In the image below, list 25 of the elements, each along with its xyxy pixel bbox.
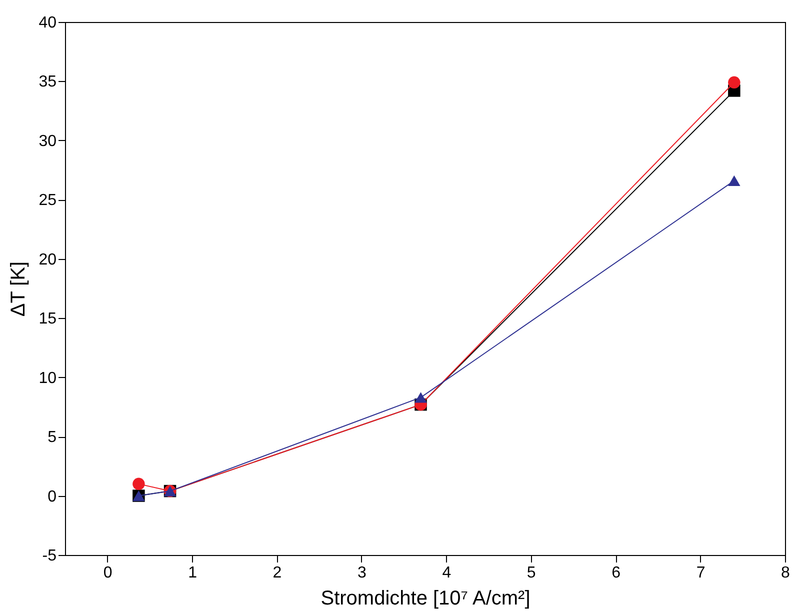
y-axis-title: ΔT [K] — [8, 261, 30, 317]
y-tick-label: -5 — [42, 548, 57, 564]
x-tick-label: 1 — [188, 564, 198, 582]
point — [132, 478, 145, 490]
x-tick-label: 2 — [272, 564, 282, 582]
y-tick-label: 5 — [48, 429, 57, 446]
y-tick-label: 25 — [38, 192, 57, 210]
point — [728, 76, 740, 89]
x-tick-label: 0 — [103, 564, 112, 582]
y-tick-label: 20 — [38, 251, 57, 268]
x-tick-label: 8 — [781, 564, 790, 582]
y-tick-label: 10 — [38, 370, 57, 387]
y-tick-label: 30 — [38, 132, 57, 150]
x-tick-label: 7 — [696, 564, 706, 582]
point — [728, 175, 740, 186]
y-tick-label: 15 — [38, 310, 57, 328]
x-tick-label: 3 — [358, 564, 367, 582]
y-tick-label: 0 — [48, 488, 57, 506]
x-tick-label: 5 — [526, 564, 536, 582]
x-tick-label: 6 — [612, 564, 621, 582]
point — [414, 392, 427, 403]
x-tick-label: 4 — [442, 564, 452, 582]
y-tick-label: 35 — [38, 74, 57, 91]
y-tick-label: 40 — [38, 14, 57, 32]
x-axis-title: Stromdichte [10⁷ A/cm²] — [320, 588, 530, 610]
